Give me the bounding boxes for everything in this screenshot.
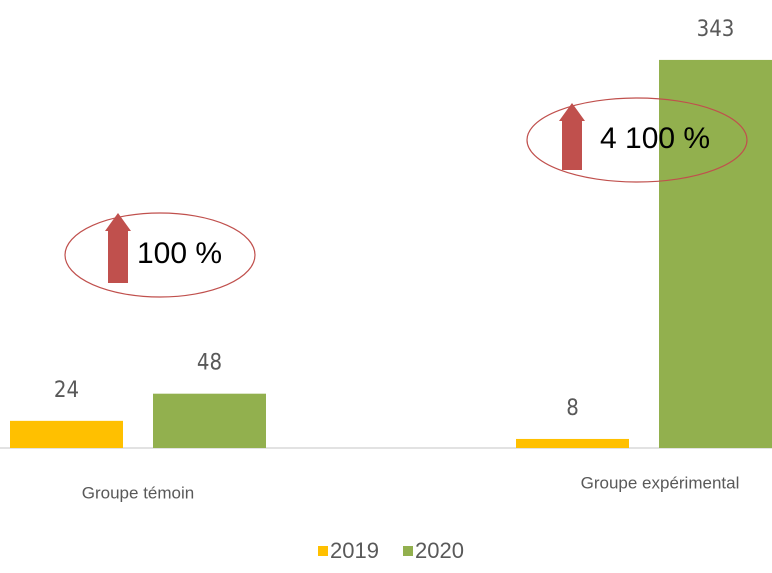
bar	[516, 438, 629, 448]
value-label: 343	[697, 17, 735, 42]
value-label: 24	[54, 378, 79, 403]
legend-swatch	[318, 546, 328, 556]
x-tick-label: Groupe expérimental	[581, 473, 740, 492]
annotation: 100 %	[137, 237, 222, 270]
bar	[153, 393, 266, 448]
legend-label: 2019	[330, 538, 379, 563]
up-arrow	[105, 213, 131, 283]
value-label: 8	[566, 396, 579, 421]
legend-swatch	[403, 546, 413, 556]
annotation-ellipse	[526, 97, 748, 183]
annotation-ellipse	[64, 212, 256, 298]
bar	[10, 420, 123, 448]
annotation: 4 100 %	[600, 122, 710, 155]
legend-label: 2020	[415, 538, 464, 563]
up-arrow	[559, 103, 585, 170]
bar	[659, 59, 772, 449]
x-tick-label: Groupe témoin	[82, 483, 194, 502]
value-label: 48	[197, 351, 222, 376]
